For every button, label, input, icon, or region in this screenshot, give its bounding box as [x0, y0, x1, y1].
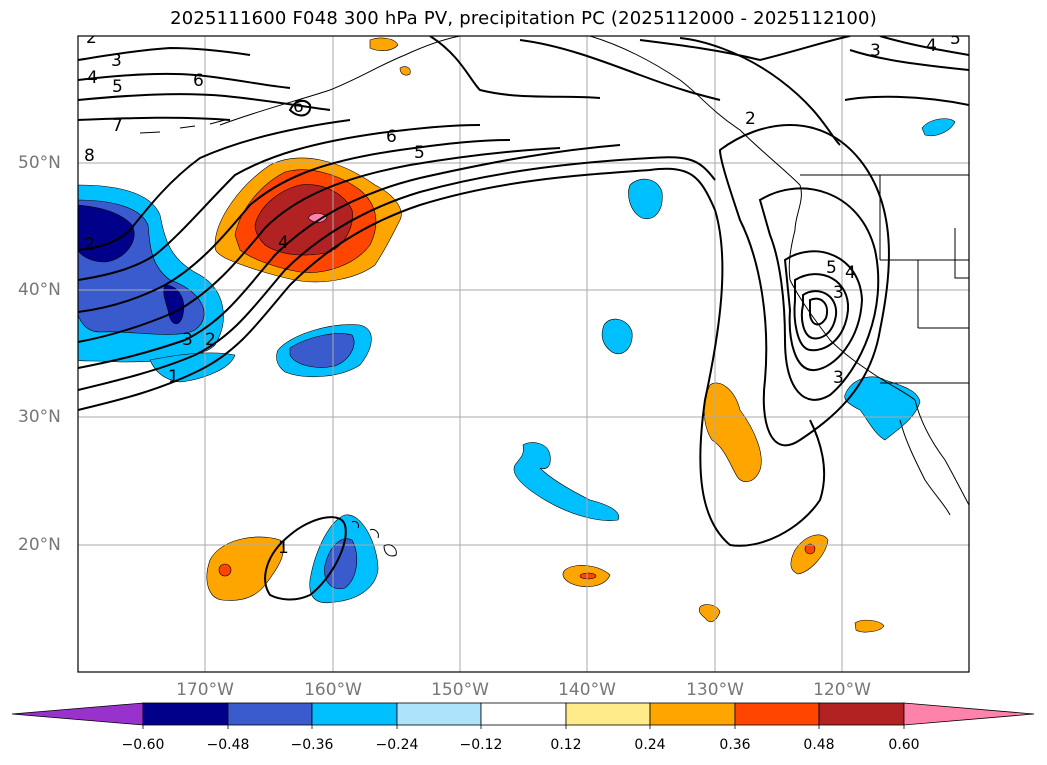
contour-label: 3 — [182, 330, 193, 350]
contour-label: 2 — [84, 235, 95, 255]
lat-label-30n: 30°N — [18, 407, 61, 427]
colorbar-tick-label: 0.12 — [550, 737, 582, 753]
colorbar-tick-label: −0.48 — [206, 737, 250, 753]
coastlines — [139, 36, 969, 557]
contour-label: 2 — [745, 109, 756, 129]
colorbar-segment — [480, 702, 567, 726]
contour-label: 6 — [386, 127, 397, 147]
contour-label: 1 — [278, 538, 289, 558]
contour-label: 3 — [833, 283, 844, 303]
contour-label: 1 — [168, 367, 179, 387]
contour-label: 2 — [205, 330, 216, 350]
colorbar-tick-label: 0.48 — [803, 737, 835, 753]
contour-label: 4 — [926, 36, 937, 56]
contour-label: 3 — [111, 51, 122, 71]
colorbar-tick-label: −0.12 — [459, 737, 503, 753]
colorbar-segment — [649, 702, 736, 726]
california-coast — [789, 279, 916, 401]
precip-positive-small-b — [854, 619, 885, 633]
contour-label: 3 — [870, 41, 881, 61]
lat-label-40n: 40°N — [18, 280, 61, 300]
alaska-panhandle — [589, 36, 801, 186]
precip-negative-tail — [149, 352, 236, 383]
contour-label: 5 — [414, 143, 425, 163]
precip-positive-hawaii-west-core — [218, 563, 232, 577]
lon-label-160w: 160°W — [304, 680, 362, 700]
colorbar-tick-label: 0.36 — [719, 737, 751, 753]
contour-label: 4 — [87, 68, 98, 88]
lon-label-130w: 130°W — [686, 680, 744, 700]
baja-peninsula — [899, 419, 951, 516]
colorbar-segment — [734, 702, 820, 726]
contour-label: 6 — [193, 71, 204, 91]
precip-positive-coast — [703, 382, 762, 483]
precip-negative-small-mid — [601, 318, 633, 354]
contour-label: 8 — [84, 146, 95, 166]
figure-title: 2025111600 F048 300 hPa PV, precipitatio… — [170, 8, 877, 29]
colorbar — [11, 702, 1035, 729]
colorbar-tick-label: −0.60 — [121, 737, 165, 753]
contour-label: 6 — [293, 97, 304, 117]
precip-positive-baja-core — [804, 543, 816, 555]
pv-contours — [78, 36, 969, 601]
contour-label: 7 — [112, 116, 123, 136]
colorbar-tick-label: 0.60 — [888, 737, 920, 753]
lon-label-140w: 140°W — [558, 680, 616, 700]
precip-negative-streak — [513, 442, 620, 521]
bc-coast — [788, 184, 802, 281]
colorbar-tick-label: −0.24 — [375, 737, 419, 753]
alaska-peninsula — [219, 36, 461, 126]
colorbar-segment — [227, 702, 313, 726]
precip-positive-aleutian — [369, 37, 399, 51]
map-frame — [77, 35, 970, 673]
colorbar-tick-label: −0.36 — [290, 737, 334, 753]
contour-label: 5 — [112, 77, 123, 97]
contour-label: 2 — [86, 28, 97, 48]
colorbar-extend-low — [11, 702, 144, 726]
precip-positive-mid-south-core — [579, 572, 597, 580]
contour-label: 3 — [833, 368, 844, 388]
aleutian-islands — [139, 119, 226, 134]
lon-label-170w: 170°W — [176, 680, 234, 700]
lon-label-150w: 150°W — [431, 680, 489, 700]
lon-label-120w: 120°W — [813, 680, 871, 700]
baja-coast — [914, 399, 969, 506]
colorbar-segment — [311, 702, 398, 726]
precip-positive-north-darkred — [254, 184, 353, 256]
precip-negative-canada — [921, 118, 956, 137]
contour-label: 4 — [278, 233, 289, 253]
lat-label-20n: 20°N — [18, 535, 61, 555]
colorbar-segment — [818, 702, 905, 726]
colorbar-segment — [142, 702, 229, 726]
precip-negative-west-min — [163, 284, 185, 325]
contour-label: 5 — [950, 29, 961, 49]
contour-label: 5 — [826, 258, 837, 278]
colorbar-tick-label: 0.24 — [634, 737, 666, 753]
colorbar-extend-high — [903, 702, 1035, 726]
precip-positive-small-c — [399, 66, 411, 76]
contour-label: 4 — [845, 263, 856, 283]
colorbar-segment — [565, 702, 651, 726]
lat-label-50n: 50°N — [18, 153, 61, 173]
contour-labels: 2 3 4 5 6 7 8 6 5 4 3 2 1 2 3 4 5 6 3 5 … — [84, 28, 961, 558]
precip-negative-small-north — [628, 178, 663, 220]
colorbar-segment — [396, 702, 482, 726]
precip-negative-central-core — [289, 333, 355, 368]
state-lines — [879, 175, 969, 329]
